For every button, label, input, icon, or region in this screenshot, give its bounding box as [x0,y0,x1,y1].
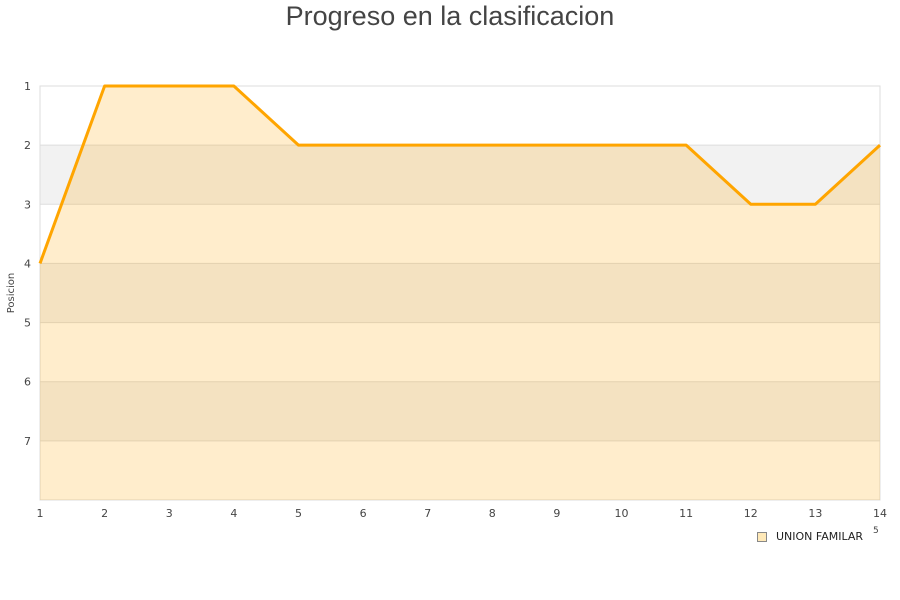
y-axis-label: Posicion [6,273,17,314]
y-tick-label: 4 [24,257,31,270]
legend-swatch [757,531,767,542]
plot-band [40,263,880,323]
y-tick-label: 5 [24,317,31,330]
y-tick-label: 1 [24,80,31,93]
x-tick-label: 3 [166,507,173,520]
legend-label: UNION FAMILAR [776,530,864,543]
x-tick-label: 7 [424,507,431,520]
y-tick-label: 3 [24,198,31,211]
x-tick-label: 2 [101,507,108,520]
plot-border [39,85,881,501]
series-area [40,86,880,500]
plot-band [40,381,880,441]
x-tick-label: 11 [679,507,693,520]
legend-item[interactable]: UNION FAMILAR [757,530,863,543]
x-tick-label: 5 [295,507,302,520]
chart-title: Progreso en la clasificacion [285,1,615,31]
x-tick-label: 9 [553,507,560,520]
y-tick-label: 7 [24,435,31,448]
x-tick-label: 8 [489,507,496,520]
x-tick-label: 4 [230,507,237,520]
y-tick-label: 6 [24,376,31,389]
stray-label: 5 [873,526,879,536]
x-tick-label: 6 [360,507,367,520]
series-line [38,84,882,264]
x-tick-label: 12 [744,507,758,520]
x-tick-label: 13 [808,507,822,520]
y-tick-label: 2 [24,139,31,152]
x-tick-label: 1 [37,507,44,520]
x-tick-label: 10 [615,507,629,520]
x-tick-label: 14 [873,507,887,520]
